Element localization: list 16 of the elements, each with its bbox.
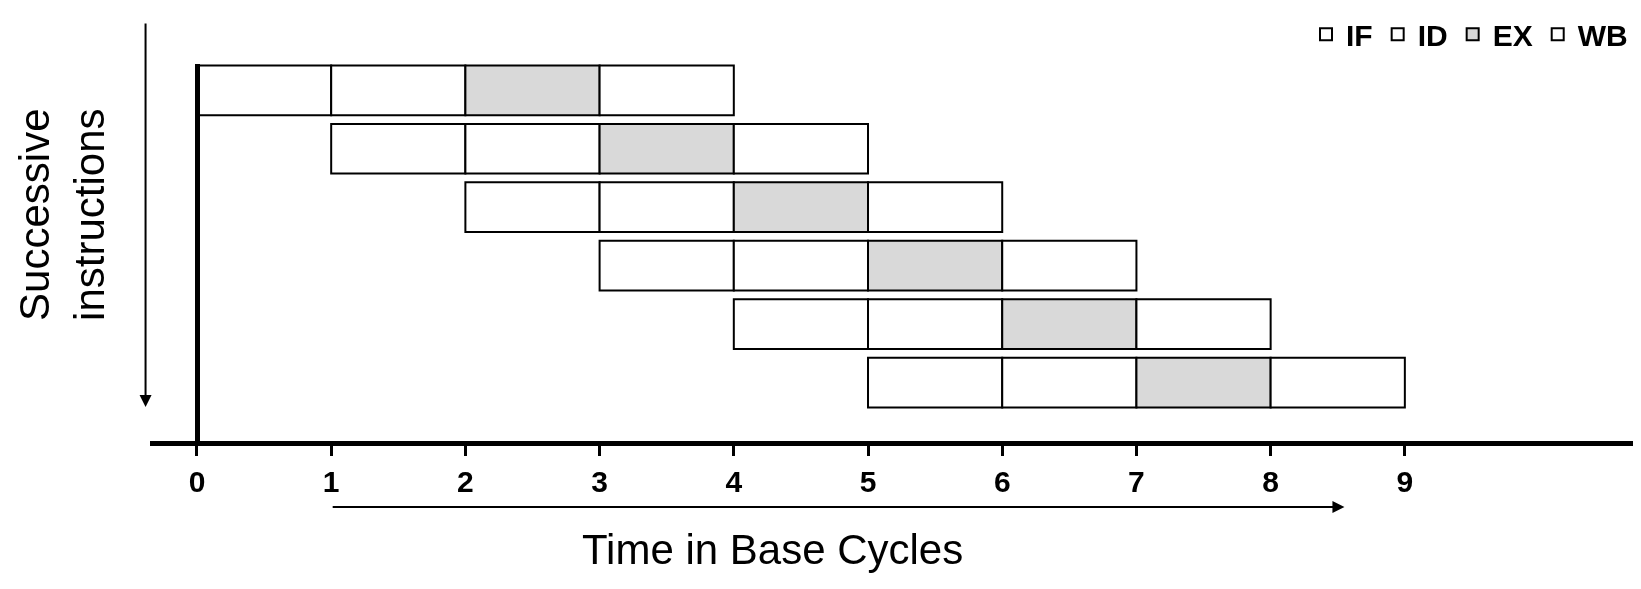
x-tick-label: 7: [1128, 465, 1145, 498]
x-axis-title: Time in Base Cycles: [582, 526, 964, 573]
legend-label: EX: [1492, 18, 1533, 52]
x-tick-label: 9: [1396, 465, 1414, 498]
legend-label: WB: [1577, 18, 1628, 52]
y-axis-title: Successive instructions: [11, 108, 113, 321]
legend-label: IF: [1346, 18, 1373, 52]
x-tick-label: 6: [993, 465, 1011, 498]
legend-label: ID: [1417, 18, 1448, 52]
x-tick-label: 5: [859, 465, 877, 498]
x-tick-label: 8: [1262, 465, 1279, 498]
x-tick-label: 1: [322, 465, 340, 498]
x-tick-label: 0: [188, 465, 206, 498]
x-tick-label: 4: [725, 465, 743, 498]
x-tick-label: 2: [457, 465, 474, 498]
x-tick-label: 3: [591, 465, 608, 498]
